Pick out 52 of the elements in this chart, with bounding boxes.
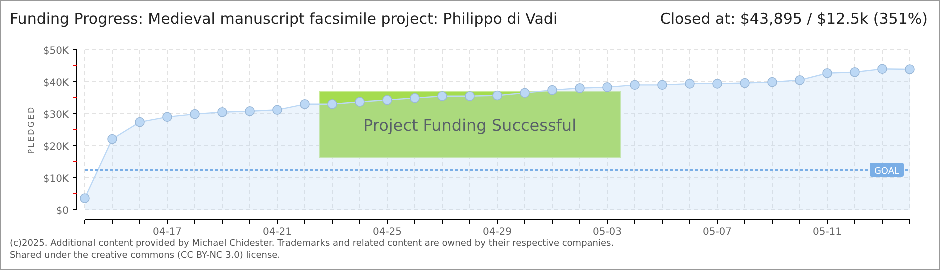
point <box>795 76 805 86</box>
ref-line-label: GOAL <box>874 167 900 177</box>
point <box>575 84 585 94</box>
point <box>465 92 475 102</box>
point <box>712 79 722 89</box>
point <box>218 108 228 118</box>
point <box>410 93 420 104</box>
point <box>602 82 612 92</box>
point <box>520 88 530 98</box>
point <box>80 194 90 204</box>
point <box>438 92 448 102</box>
point <box>328 100 338 110</box>
point <box>548 85 558 96</box>
x-tick-label: 05-11 <box>812 227 842 238</box>
text: (c)2025. Additional content provided by Michael Chidester. Trademarks and related content are owned by their respective companies. <box>10 239 614 249</box>
point <box>355 97 365 108</box>
point <box>382 95 392 106</box>
y-tick-label: $0 <box>56 206 69 217</box>
point <box>850 68 860 78</box>
y-tick-label: $20K <box>43 142 70 153</box>
x-tick-label: 05-03 <box>592 227 622 238</box>
x-tick-label: 04-29 <box>482 227 512 238</box>
y-tick-label: $50K <box>43 46 70 57</box>
point <box>108 134 118 144</box>
point <box>245 106 255 116</box>
point <box>630 80 640 90</box>
point <box>768 77 778 88</box>
point <box>190 109 200 120</box>
annotation: Project Funding Successful <box>363 116 577 135</box>
y-tick-label: $40K <box>43 78 70 89</box>
chart-title: Funding Progress: Medieval manuscript facsimile project: Philippo di Vadi <box>10 10 558 28</box>
point <box>135 117 145 128</box>
x-tick-label: 04-21 <box>262 227 292 238</box>
point <box>822 68 832 78</box>
x-tick-label: 04-25 <box>372 227 402 238</box>
point <box>658 80 668 90</box>
x-tick-label: 04-17 <box>152 227 182 238</box>
x-tick-label: 05-07 <box>702 227 732 238</box>
y-axis-title: PLEDGED <box>27 106 36 154</box>
chart-subtitle: Closed at: $43,895 / $12.5k (351%) <box>660 10 928 28</box>
y-tick-label: $30K <box>43 110 70 121</box>
point <box>740 78 750 88</box>
point <box>685 79 695 89</box>
point <box>905 64 915 74</box>
point <box>492 90 502 101</box>
point <box>300 100 310 110</box>
y-tick-label: $10K <box>43 174 70 185</box>
point <box>162 112 172 122</box>
text: Shared under the creative commons (CC BY-NC 3.0) license. <box>10 251 281 261</box>
banner: Project Funding Successful <box>320 92 622 158</box>
point <box>272 105 282 116</box>
point <box>878 64 888 74</box>
